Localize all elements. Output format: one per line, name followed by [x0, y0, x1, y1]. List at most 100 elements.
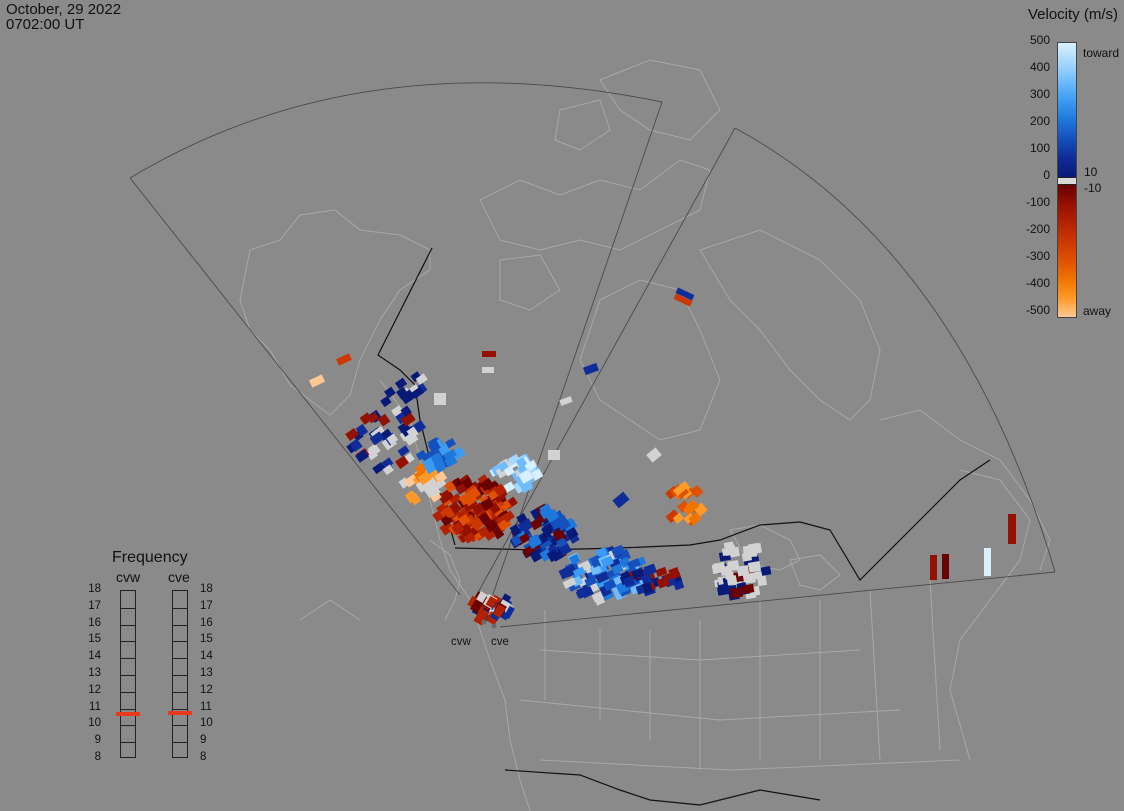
velocity-cell — [759, 566, 772, 577]
site-label-cve: cve — [491, 636, 509, 648]
colorbar-title: Velocity (m/s) — [1027, 6, 1118, 23]
frequency-scale-label: 11 — [89, 700, 101, 713]
velocity-cell — [457, 513, 471, 527]
velocity-cell — [482, 351, 496, 357]
frequency-scale-label: 9 — [200, 734, 207, 747]
velocity-cell — [485, 596, 498, 609]
velocity-cell — [539, 548, 553, 562]
velocity-cell — [449, 493, 462, 506]
velocity-cell — [559, 396, 573, 406]
toward-label: toward — [1083, 46, 1120, 60]
frequency-scale-cve — [172, 590, 188, 758]
velocity-cell — [476, 608, 490, 622]
velocity-cell — [557, 518, 571, 532]
velocity-cell — [349, 438, 363, 452]
velocity-cell — [394, 377, 408, 390]
velocity-cell — [369, 431, 385, 446]
velocity-cell — [930, 555, 937, 580]
frequency-scale-label: 17 — [88, 599, 101, 612]
colorbar-tick: -300 — [1025, 249, 1050, 263]
velocity-cell — [665, 509, 680, 524]
frequency-scale-label: 8 — [200, 751, 207, 763]
velocity-cell — [434, 461, 446, 474]
frequency-scale-cvw — [120, 590, 136, 758]
velocity-cell — [655, 566, 668, 578]
velocity-cell — [724, 571, 735, 580]
velocity-cell — [444, 480, 457, 493]
frequency-indicator-cvw — [116, 712, 140, 717]
frequency-scale-label: 11 — [200, 700, 212, 713]
velocity-cell — [372, 462, 386, 475]
velocity-cell — [555, 537, 568, 549]
velocity-cell — [591, 591, 604, 603]
colorbar-tick: 0 — [1043, 168, 1050, 182]
velocity-cell — [690, 484, 704, 498]
frequency-scale-label: 14 — [200, 650, 213, 663]
frequency-scale-label: 15 — [88, 633, 101, 646]
frequency-scale-label: 12 — [88, 683, 101, 696]
velocity-cell — [1008, 514, 1016, 544]
velocity-cell — [729, 586, 744, 599]
velocity-cell — [626, 557, 641, 570]
velocity-cell — [539, 506, 553, 520]
colorbar-tick: -100 — [1025, 195, 1050, 209]
velocity-cell — [483, 528, 496, 542]
velocity-cell — [410, 371, 422, 383]
velocity-cell — [444, 454, 458, 468]
velocity-cell — [612, 491, 630, 509]
velocity-cell — [622, 576, 636, 588]
velocity-cell — [424, 485, 438, 498]
date-label: October, 29 2022 — [6, 1, 122, 18]
colorbar-tick: 300 — [1029, 87, 1050, 101]
colorbar-tick: 400 — [1029, 60, 1050, 74]
colorbar-zero-band — [1058, 177, 1076, 185]
frequency-scale-label: 13 — [200, 667, 213, 679]
frequency-scale-label: 14 — [88, 650, 101, 663]
velocity-cell — [501, 604, 515, 620]
frequency-scale-label: 10 — [88, 717, 101, 730]
velocity-cell — [367, 443, 381, 457]
velocity-cell — [688, 512, 702, 526]
velocity-cell — [477, 525, 490, 538]
velocity-cell — [415, 373, 428, 385]
velocity-cell — [355, 423, 369, 437]
velocity-cell — [672, 482, 687, 497]
velocity-cell — [377, 413, 391, 427]
velocity-colorbar — [1057, 42, 1077, 318]
velocity-cell — [440, 514, 453, 527]
velocity-cell — [460, 525, 474, 539]
velocity-cell — [568, 554, 581, 565]
frequency-title: Frequency — [112, 549, 188, 566]
velocity-cell — [397, 445, 410, 457]
velocity-cell — [499, 499, 512, 512]
velocity-cell — [594, 547, 608, 559]
velocity-cell — [668, 567, 681, 580]
frequency-scale-label: 16 — [88, 616, 101, 629]
threshold-pos-label: 10 — [1084, 165, 1098, 179]
velocity-cell — [400, 389, 416, 405]
colorbar-tick: -200 — [1025, 222, 1050, 236]
frequency-scale-label: 15 — [200, 633, 213, 646]
radar-site-markers — [481, 619, 497, 629]
velocity-cell — [381, 457, 394, 469]
velocity-cell — [530, 468, 544, 481]
velocity-cell — [515, 456, 528, 468]
velocity-cell — [736, 565, 750, 577]
velocity-cell — [480, 497, 495, 512]
velocity-cell — [611, 544, 626, 558]
colorbar-tick: -500 — [1025, 303, 1050, 317]
colorbar-tick: -400 — [1025, 276, 1050, 290]
velocity-cell — [451, 522, 465, 536]
frequency-scale-label: 12 — [200, 683, 213, 696]
velocity-cell — [382, 464, 394, 476]
velocity-cell — [449, 501, 462, 515]
velocity-cell — [984, 548, 991, 576]
velocity-cell — [742, 572, 756, 585]
velocity-cell — [530, 517, 543, 531]
velocity-cell — [469, 599, 483, 614]
velocity-cell — [404, 474, 419, 488]
velocity-cell — [544, 508, 560, 523]
colorbar-tick: 100 — [1029, 141, 1050, 155]
velocity-cell — [727, 560, 740, 571]
